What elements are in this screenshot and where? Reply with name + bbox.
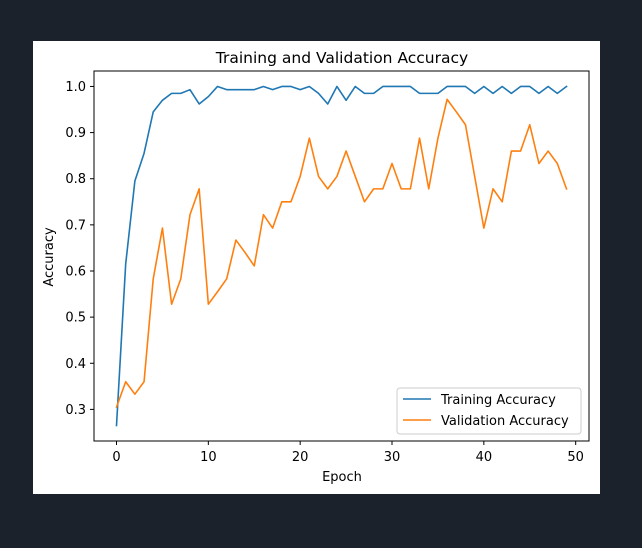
legend-box — [396, 387, 582, 435]
x-tick-label: 10 — [200, 450, 217, 465]
accuracy-line-chart: Training and Validation Accuracy Epoch A… — [42, 49, 590, 485]
chart-title: Training and Validation Accuracy — [215, 49, 468, 67]
legend-label-validation: Validation Accuracy — [441, 414, 569, 429]
x-axis-title: Epoch — [322, 470, 362, 485]
y-tick-label: 0.6 — [65, 264, 86, 279]
y-tick-label: 0.3 — [65, 403, 86, 418]
y-tick-label: 0.4 — [65, 357, 86, 372]
y-tick-label: 0.5 — [65, 311, 86, 326]
axis-ticks: 0 10 20 30 40 50 0.3 0.4 0.5 0.6 0.7 0.8 0.9 1.0 — [65, 80, 584, 465]
x-tick-label: 20 — [292, 450, 309, 465]
x-tick-label: 30 — [384, 450, 401, 465]
x-tick-label: 50 — [567, 450, 584, 465]
series-lines — [115, 85, 568, 427]
plot-frame — [93, 70, 590, 442]
legend: Training Accuracy Validation Accuracy — [396, 387, 582, 435]
y-axis-title: Accuracy — [42, 227, 57, 287]
x-tick-label: 0 — [112, 450, 120, 465]
validation-accuracy-line — [115, 98, 568, 409]
x-tick-label: 40 — [476, 450, 493, 465]
y-tick-label: 0.7 — [65, 218, 86, 233]
y-tick-label: 1.0 — [65, 80, 86, 95]
legend-label-training: Training Accuracy — [440, 393, 556, 408]
figure-canvas: Training and Validation Accuracy Epoch A… — [33, 41, 600, 494]
y-tick-label: 0.9 — [65, 126, 86, 141]
training-accuracy-line — [115, 85, 568, 427]
y-tick-label: 0.8 — [65, 172, 86, 187]
